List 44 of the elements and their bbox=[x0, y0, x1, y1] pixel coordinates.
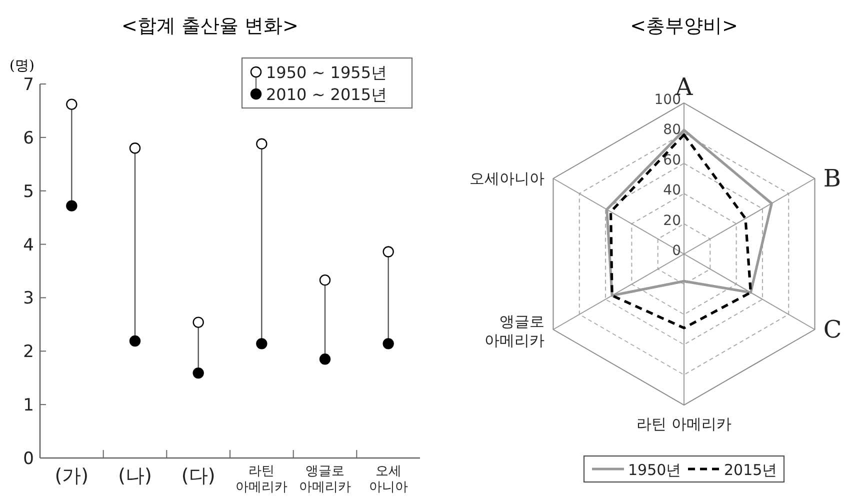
x-tick-label: 앵글로 아메리카 bbox=[299, 464, 351, 495]
point bbox=[66, 200, 78, 212]
y-tick-label: 0 bbox=[23, 449, 34, 469]
y-tick-label: 40 bbox=[663, 182, 681, 199]
legend-label: 1950년 bbox=[628, 461, 682, 479]
x-tick-label: (다) bbox=[181, 465, 216, 487]
chart-title: <총부양비> bbox=[630, 15, 738, 37]
point bbox=[319, 354, 331, 365]
point bbox=[256, 338, 268, 350]
y-tick-label: 5 bbox=[23, 182, 34, 202]
y-tick-label: 20 bbox=[663, 212, 681, 229]
spoke-label: 라틴 아메리카 bbox=[636, 415, 732, 433]
chart-title: <합계 출산율 변화> bbox=[122, 15, 298, 37]
y-tick-label: 4 bbox=[23, 235, 34, 256]
point bbox=[256, 138, 268, 150]
point bbox=[319, 274, 331, 286]
spoke-label: C bbox=[823, 316, 842, 344]
y-tick-label: 80 bbox=[663, 122, 681, 138]
legend-label: 1950 ~ 1955년 bbox=[266, 63, 388, 82]
point bbox=[129, 335, 141, 347]
point bbox=[192, 316, 204, 328]
y-tick-label: 2 bbox=[23, 342, 34, 362]
spoke-label: B bbox=[823, 164, 842, 192]
legend-label: 2010 ~ 2015년 bbox=[266, 85, 388, 104]
y-tick-label: 1 bbox=[23, 396, 34, 416]
y-tick-label: 3 bbox=[23, 288, 34, 309]
y-tick-label: 7 bbox=[23, 75, 34, 95]
y-tick-label: 0 bbox=[672, 243, 681, 259]
point bbox=[129, 142, 141, 154]
y-tick-label: 6 bbox=[23, 128, 34, 148]
x-tick-label: 오세 아니아 bbox=[368, 464, 408, 495]
spoke-label: 오세아니아 bbox=[470, 170, 545, 188]
x-tick-label: (가) bbox=[54, 465, 89, 487]
y-tick-label: 60 bbox=[663, 152, 681, 168]
point bbox=[382, 246, 394, 258]
spoke-label: 앵글로 아메리카 bbox=[484, 312, 545, 350]
legend-label: 2015년 bbox=[724, 461, 778, 479]
y-tick-label: 100 bbox=[654, 92, 681, 108]
point bbox=[66, 98, 78, 110]
point bbox=[382, 338, 394, 350]
point bbox=[192, 367, 204, 379]
x-tick-label: (나) bbox=[118, 465, 152, 487]
y-axis-title: (명) bbox=[10, 58, 34, 74]
x-tick-label: 라틴 아메리카 bbox=[236, 464, 288, 495]
